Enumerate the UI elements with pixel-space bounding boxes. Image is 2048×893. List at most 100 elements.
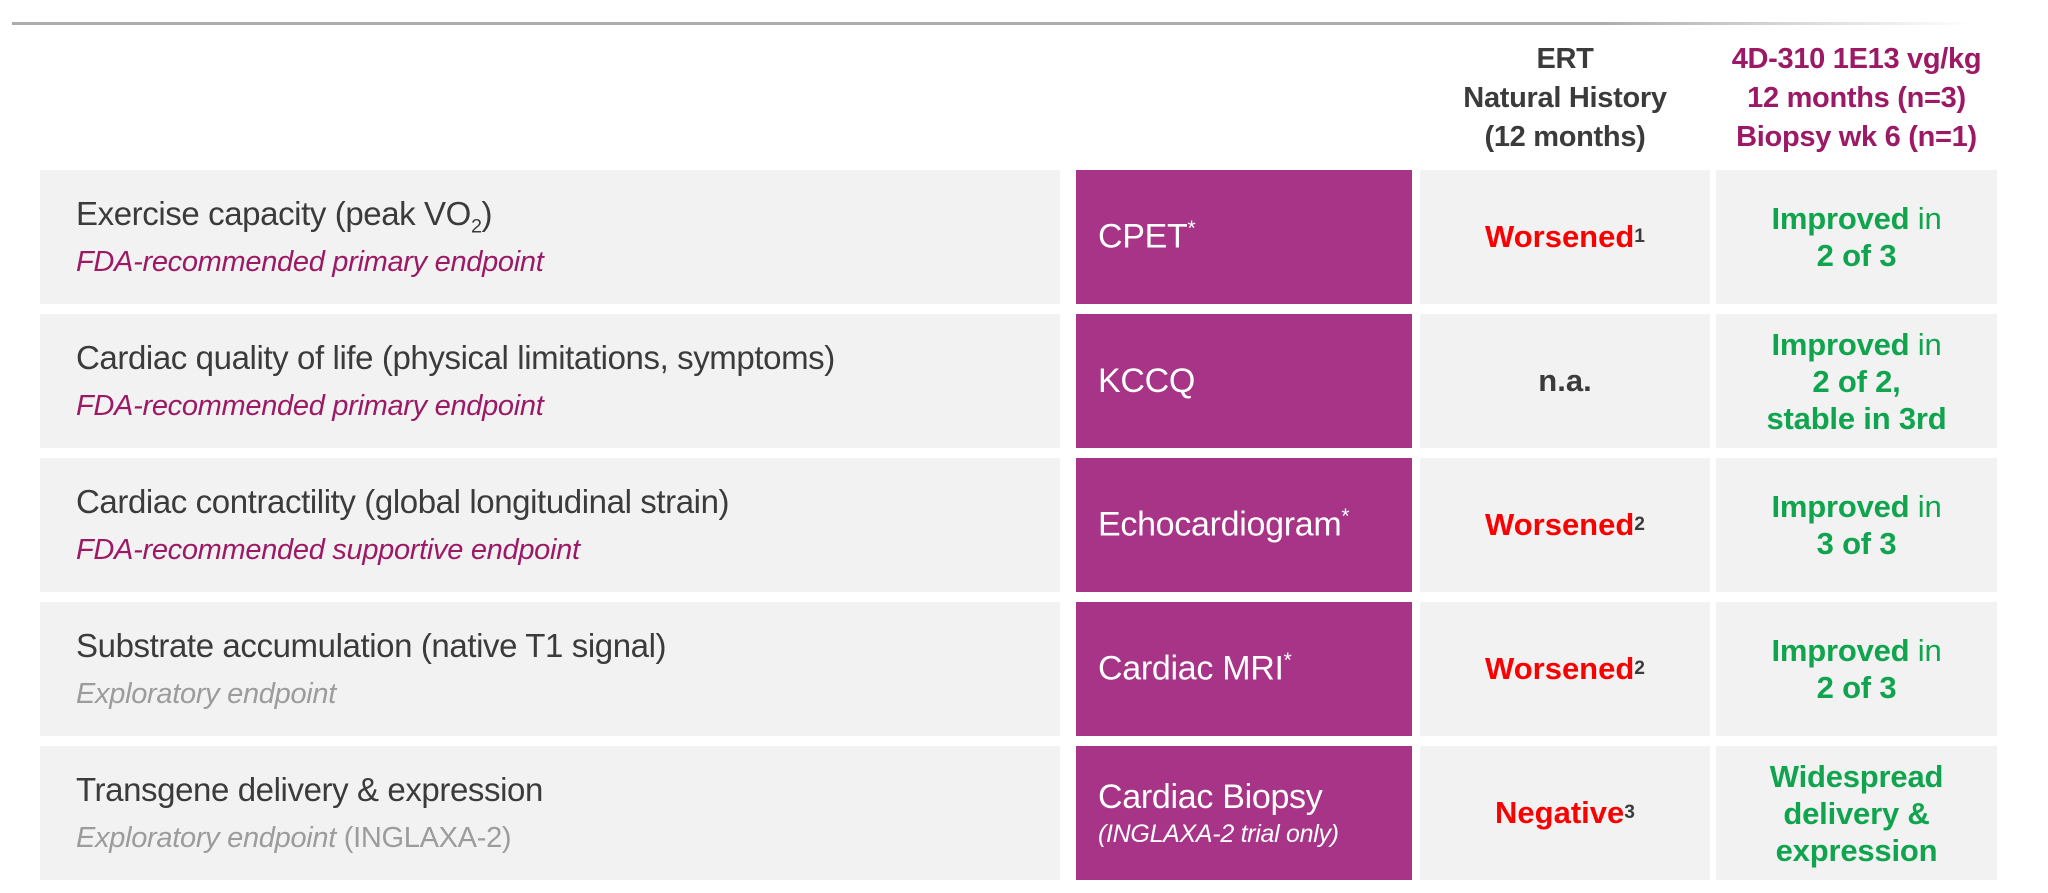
assessment-asterisk: * [1283,649,1292,673]
treatment-result-line1: Improved in [1716,632,1997,669]
assessment-cell: KCCQ [1076,314,1412,448]
endpoint-subtitle: Exploratory endpoint (INGLAXA-2) [76,822,1060,855]
ert-result-text: n.a. [1538,363,1592,398]
assessment-name-text: Cardiac Biopsy [1098,777,1323,816]
header-line: 12 months (n=3) [1747,82,1966,114]
endpoint-title-text: Exercise capacity (peak VO [76,195,471,233]
assessment-name-text: KCCQ [1098,361,1196,400]
endpoint-label-cell: Substrate accumulation (native T1 signal… [40,602,1060,736]
treatment-result-regular: in [1909,326,1942,362]
assessment-cell: CPET* [1076,170,1412,304]
ert-result-text: Negative [1495,795,1625,830]
endpoint-subtitle-text: Exploratory endpoint [76,677,336,710]
header-line: Natural History [1463,82,1667,114]
treatment-result-line1: Improved in [1716,488,1997,525]
table-row-substrate-accumulation: Substrate accumulation (native T1 signal… [40,602,1997,736]
endpoint-label-cell: Cardiac quality of life (physical limita… [40,314,1060,448]
treatment-result-bold: Improved [1771,489,1910,524]
ert-result-text: Worsened [1485,219,1635,254]
treatment-result-regular: in [1909,633,1942,668]
table-row-exercise-capacity: Exercise capacity (peak VO2) FDA-recomme… [40,170,1997,304]
assessment-note: (INGLAXA-2 trial only) [1098,819,1339,848]
assessment-name-text: Cardiac MRI [1098,649,1284,688]
endpoint-title: Substrate accumulation (native T1 signal… [76,627,1060,671]
endpoint-title-text: Cardiac quality of life (physical limita… [76,339,835,377]
treatment-result-bold: Widespread [1769,758,1944,794]
assessment-name: CPET* [1098,217,1412,256]
header-line: (12 months) [1484,121,1646,153]
endpoint-subtitle-suffix: (INGLAXA-2) [336,821,512,854]
assessment-asterisk: * [1341,505,1350,529]
endpoint-title-text: Substrate accumulation (native T1 signal… [76,627,667,665]
assessment-name: KCCQ [1098,362,1412,401]
assessment-name: Cardiac MRI* [1098,649,1412,688]
endpoint-subtitle: FDA-recommended primary endpoint [76,390,1060,423]
endpoint-subtitle-text: FDA-recommended primary endpoint [76,389,544,422]
ert-footnote-superscript: 2 [1634,514,1645,535]
ert-result-cell: Worsened 1 [1420,170,1710,304]
assessment-cell: Echocardiogram* [1076,458,1412,592]
ert-result-cell: Negative 3 [1420,746,1710,880]
endpoint-title-text: ) [481,195,493,233]
endpoint-label-cell: Exercise capacity (peak VO2) FDA-recomme… [40,170,1060,304]
endpoint-subtitle-text: FDA-recommended supportive endpoint [76,533,580,566]
assessment-name-text: Echocardiogram [1098,505,1342,544]
ert-result-cell: Worsened 2 [1420,602,1710,736]
treatment-result-line1: Improved in [1716,200,1997,237]
endpoint-subtitle: Exploratory endpoint [76,678,1060,711]
treatment-result-bold: Improved [1771,201,1910,236]
endpoint-label-cell: Cardiac contractility (global longitudin… [40,458,1060,592]
treatment-result-line1: Widespread [1716,758,1997,795]
endpoint-title: Transgene delivery & expression [76,771,1060,815]
table-row-transgene-delivery: Transgene delivery & expression Explorat… [40,746,1997,880]
assessment-name: Cardiac Biopsy [1098,778,1412,817]
treatment-result-line2: 2 of 3 [1816,670,1897,705]
treatment-result-line2: 2 of 2, [1812,363,1901,399]
treatment-result-bold: Improved [1771,326,1910,362]
ert-footnote-superscript: 2 [1634,658,1645,679]
table-row-cardiac-qol: Cardiac quality of life (physical limita… [40,314,1997,448]
assessment-cell: Cardiac MRI* [1076,602,1412,736]
assessment-cell: Cardiac Biopsy (INGLAXA-2 trial only) [1076,746,1412,880]
endpoint-subtitle-text: FDA-recommended primary endpoint [76,245,544,278]
header-line: 4D-310 1E13 vg/kg [1731,43,1982,75]
table-row-cardiac-contractility: Cardiac contractility (global longitudin… [40,458,1997,592]
treatment-result-cell: Widespread delivery & expression [1716,746,1997,880]
ert-result-text: Worsened [1485,507,1635,542]
treatment-result-bold: Improved [1771,633,1910,668]
treatment-result-cell: Improved in 2 of 2, stable in 3rd [1716,314,1997,448]
ert-footnote-superscript: 3 [1624,802,1635,823]
ert-result-cell: n.a. [1420,314,1710,448]
treatment-result-regular: in [1909,201,1942,236]
ert-footnote-superscript: 1 [1634,226,1645,247]
treatment-result-cell: Improved in 2 of 3 [1716,602,1997,736]
ert-result-cell: Worsened 2 [1420,458,1710,592]
treatment-result-line1: Improved in [1716,326,1997,363]
endpoint-title: Exercise capacity (peak VO2) [76,195,1060,239]
treatment-result-line2: 3 of 3 [1816,526,1897,561]
assessment-name: Echocardiogram* [1098,505,1412,544]
endpoint-label-cell: Transgene delivery & expression Explorat… [40,746,1060,880]
endpoint-subtitle: FDA-recommended primary endpoint [76,246,1060,279]
treatment-result-line2: 2 of 3 [1816,238,1897,273]
endpoint-title-text: Transgene delivery & expression [76,771,543,809]
treatment-result-cell: Improved in 3 of 3 [1716,458,1997,592]
endpoint-title: Cardiac quality of life (physical limita… [76,339,1060,383]
endpoint-title-text: Cardiac contractility (global longitudin… [76,483,730,521]
assessment-asterisk: * [1187,217,1196,241]
column-header-ert-natural-history: ERT Natural History (12 months) [1420,40,1710,157]
header-line: ERT [1536,43,1594,75]
assessment-name-text: CPET [1098,217,1188,256]
top-divider-line [12,22,1992,25]
header-line: Biopsy wk 6 (n=1) [1736,121,1977,153]
endpoint-subtitle-text: Exploratory endpoint [76,821,336,854]
endpoint-title-subscript: 2 [470,215,482,238]
treatment-result-line3: expression [1775,832,1938,868]
endpoint-subtitle: FDA-recommended supportive endpoint [76,534,1060,567]
treatment-result-cell: Improved in 2 of 3 [1716,170,1997,304]
column-header-4d310: 4D-310 1E13 vg/kg 12 months (n=3) Biopsy… [1716,40,1997,157]
treatment-result-line3: stable in 3rd [1766,400,1947,436]
treatment-result-line2: delivery & [1783,795,1930,831]
treatment-result-regular: in [1909,489,1942,524]
